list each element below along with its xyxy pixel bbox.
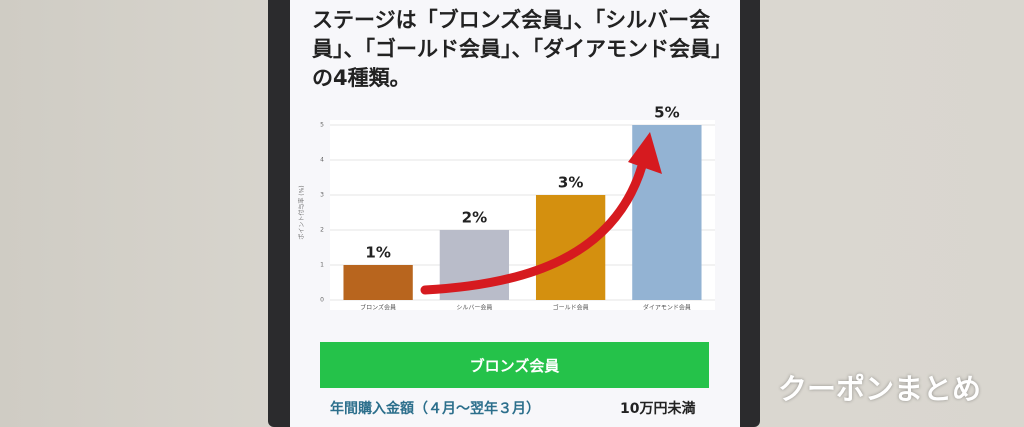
value-label: 3%	[558, 174, 583, 192]
x-tick-label: ブロンズ会員	[360, 304, 396, 312]
trend-arrow	[420, 150, 650, 295]
row-label: 年間購入金額（４月〜翌年３月）	[330, 401, 540, 417]
y-tick-label: 3	[320, 192, 324, 199]
value-label: 2%	[462, 209, 487, 227]
x-tick-label: シルバー会員	[456, 304, 492, 312]
y-tick-label: 2	[320, 227, 324, 234]
value-label: 5%	[654, 104, 679, 122]
row-value: 10万円未満	[620, 401, 696, 417]
y-tick-label: 4	[320, 157, 324, 164]
x-tick-label: ダイアモンド会員	[643, 304, 691, 312]
y-tick-label: 1	[320, 262, 324, 269]
bar	[343, 265, 413, 300]
y-axis-label: ポイント付与率 (%)	[298, 185, 306, 239]
chart: 0 1 2 3 4 5 ポイント付与率 (%) ブロンズ会員 1% シルバー会員 2% ゴールド会員 3…	[298, 104, 715, 312]
stage-button[interactable]: ブロンズ会員	[320, 342, 709, 388]
y-tick-label: 0	[320, 297, 324, 304]
y-tick-label: 5	[320, 122, 324, 129]
x-tick-label: ゴールド会員	[553, 304, 589, 312]
heading: ステージは「ブロンズ会員」、「シルバー会員」、「ゴールド会員」、「ダイアモンド会…	[312, 8, 732, 90]
arrow-head	[628, 132, 662, 174]
value-label: 1%	[365, 244, 390, 262]
watermark: クーポンまとめ	[778, 372, 982, 406]
bar	[535, 195, 606, 300]
